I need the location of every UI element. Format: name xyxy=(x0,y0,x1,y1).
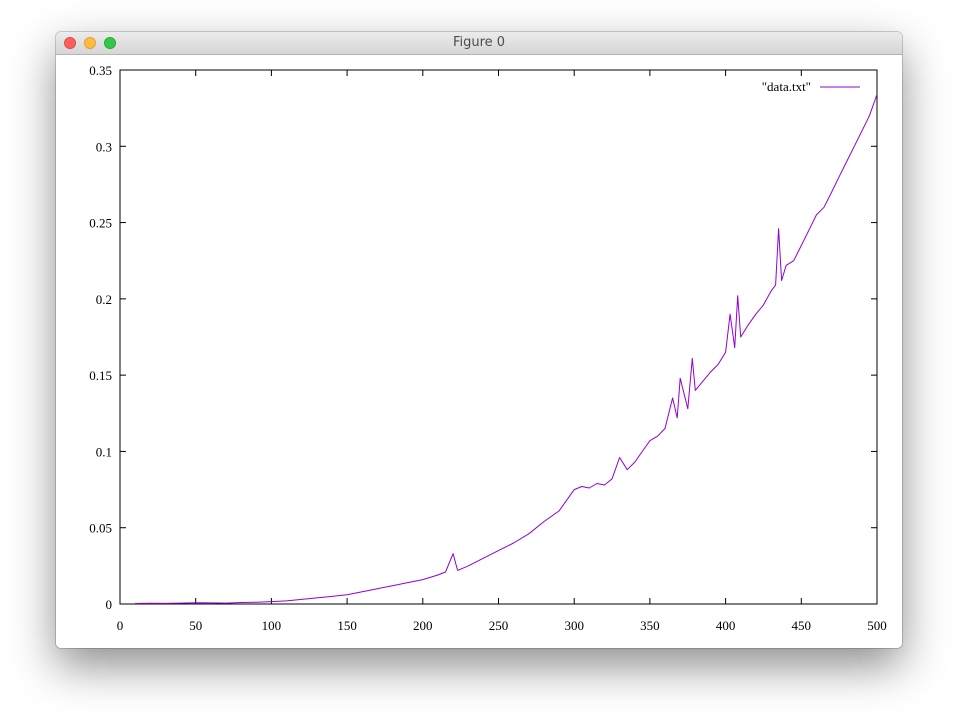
x-axis-ticks: 0 50 100 150 200 250 300 350 400 450 500 xyxy=(117,70,887,633)
x-tick-label: 0 xyxy=(117,618,124,633)
x-tick-label: 50 xyxy=(189,618,202,633)
y-tick-label: 0.25 xyxy=(89,216,112,231)
y-tick-label: 0 xyxy=(106,597,113,612)
x-tick-label: 400 xyxy=(716,618,736,633)
series-layer xyxy=(135,94,878,604)
close-window-button[interactable] xyxy=(64,37,76,49)
x-tick-label: 300 xyxy=(564,618,584,633)
x-tick-label: 150 xyxy=(337,618,357,633)
plot-frame xyxy=(119,69,878,605)
x-tick-label: 200 xyxy=(413,618,433,633)
y-axis-ticks: 0 0.05 0.1 0.15 0.2 0.25 0.3 0.35 xyxy=(89,63,877,612)
legend: "data.txt" xyxy=(762,79,860,94)
minimize-window-button[interactable] xyxy=(84,37,96,49)
y-tick-label: 0.1 xyxy=(96,444,112,459)
line-chart: 0 50 100 150 200 250 300 350 400 450 500 00.050.10… xyxy=(89,63,887,633)
series-line-0 xyxy=(135,94,878,604)
x-tick-label: 350 xyxy=(640,618,660,633)
zoom-window-button[interactable] xyxy=(104,37,116,49)
x-tick-label: 100 xyxy=(262,618,282,633)
y-tick-label: 0.2 xyxy=(96,292,112,307)
y-tick-label: 0.3 xyxy=(96,139,112,154)
window-title: Figure 0 xyxy=(452,35,506,50)
x-tick-label: 450 xyxy=(792,618,812,633)
y-tick-label: 0.05 xyxy=(89,521,112,536)
y-tick-label: 0.15 xyxy=(89,368,112,383)
x-tick-label: 500 xyxy=(867,618,887,633)
x-tick-label: 250 xyxy=(489,618,509,633)
figure-window: Figure 0 0 50 100 150 200 250 300 350 400 450 500 … xyxy=(56,32,902,648)
legend-label-data-txt: "data.txt" xyxy=(762,79,811,94)
plot-area: 0 50 100 150 200 250 300 350 400 450 500 0 0.05 0.1 0… xyxy=(56,55,902,648)
title-bar[interactable]: Figure 0 xyxy=(56,32,902,55)
y-tick-label: 0.35 xyxy=(89,63,112,78)
